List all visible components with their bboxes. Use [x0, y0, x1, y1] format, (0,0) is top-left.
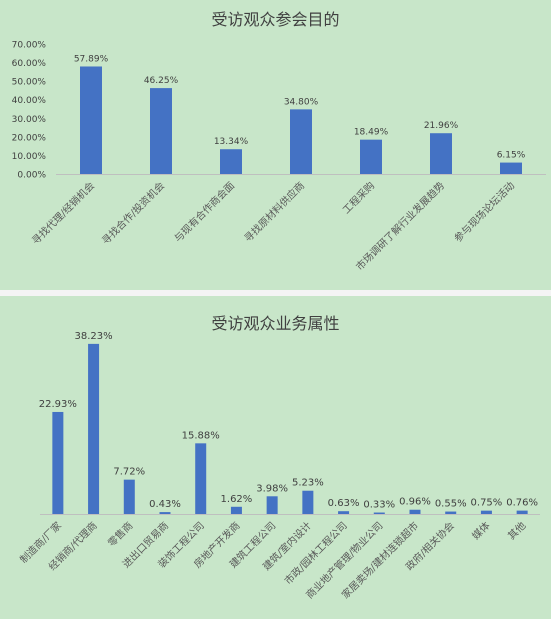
data-label: 34.80% — [284, 97, 319, 107]
bar — [516, 510, 528, 514]
data-label: 6.15% — [497, 151, 526, 161]
data-label: 38.23% — [75, 331, 113, 342]
data-label: 57.89% — [74, 54, 109, 64]
category-label: 参与现场论坛活动 — [451, 179, 517, 245]
bar — [230, 506, 242, 514]
bar — [52, 411, 64, 514]
business-bar-chart: 22.93%制造商/厂家38.23%经销商/代理商7.72%零售商0.43%进出… — [17, 331, 540, 601]
data-label: 7.72% — [113, 467, 145, 478]
bar — [123, 479, 135, 514]
bar — [373, 512, 385, 514]
y-tick-label: 70.00% — [12, 41, 47, 51]
y-tick-label: 0.00% — [17, 171, 46, 181]
category-label: 市政/园林工程公司 — [282, 519, 350, 587]
bar — [159, 512, 171, 514]
purpose-bar-chart: 0.00% 10.00% 20.00% 30.00% 40.00% 50.00% 60.00… — [12, 41, 546, 273]
y-tick-label: 20.00% — [12, 133, 47, 143]
data-label: 15.88% — [182, 430, 220, 441]
data-label: 0.75% — [471, 498, 503, 509]
y-tick-label: 60.00% — [12, 59, 47, 69]
y-tick-label: 40.00% — [12, 96, 47, 106]
bar — [220, 149, 242, 174]
data-label: 0.55% — [435, 499, 467, 510]
bar — [500, 162, 522, 174]
bar — [266, 496, 278, 514]
data-label: 3.98% — [256, 483, 288, 494]
data-label: 0.96% — [399, 497, 431, 508]
bar — [195, 443, 207, 514]
chart-title: 受访观众参会目的 — [211, 10, 340, 29]
data-label: 5.23% — [292, 478, 324, 489]
data-label: 22.93% — [39, 399, 77, 410]
bar — [338, 511, 350, 514]
category-label: 寻找代理/经销机会 — [29, 179, 97, 247]
data-label: 13.34% — [214, 137, 249, 147]
data-label: 0.33% — [363, 500, 395, 511]
data-label: 21.96% — [424, 121, 459, 131]
bar — [360, 139, 382, 174]
data-label: 18.49% — [354, 128, 389, 138]
category-label: 媒体 — [470, 520, 493, 543]
data-label: 46.25% — [144, 76, 179, 86]
bar — [80, 66, 102, 174]
chart-panel-business: 受访观众业务属性 22.93% 制造商/厂家 38.23% 经销商/代理商 7.72% 零… — [0, 296, 551, 619]
bar — [430, 133, 452, 174]
data-label: 0.63% — [328, 498, 360, 509]
y-tick-label: 10.00% — [12, 152, 47, 162]
bar — [290, 109, 312, 174]
data-label: 1.62% — [221, 494, 253, 505]
category-label: 零售商 — [105, 519, 135, 549]
bar — [150, 88, 172, 174]
chart-title: 受访观众业务属性 — [211, 314, 340, 333]
y-tick-label: 50.00% — [12, 78, 47, 88]
category-label: 与现有合作商会面 — [171, 179, 237, 245]
bar — [302, 490, 314, 514]
category-label: 寻找合作/投资机会 — [99, 179, 167, 247]
chart-panel-purpose: 受访观众参会目的 0.00% 10.00% 20.00% 30.00% 40.00% 50… — [0, 0, 551, 290]
panel-divider — [0, 290, 551, 296]
category-label: 寻找原材料供应商 — [241, 179, 307, 245]
bar — [445, 511, 457, 514]
bar — [480, 510, 492, 514]
category-label: 其他 — [505, 519, 528, 542]
y-tick-label: 30.00% — [12, 115, 47, 125]
bar — [409, 509, 421, 514]
bar — [88, 343, 100, 514]
category-label: 工程采购 — [340, 179, 377, 216]
data-label: 0.43% — [149, 499, 181, 510]
data-label: 0.76% — [506, 498, 538, 509]
